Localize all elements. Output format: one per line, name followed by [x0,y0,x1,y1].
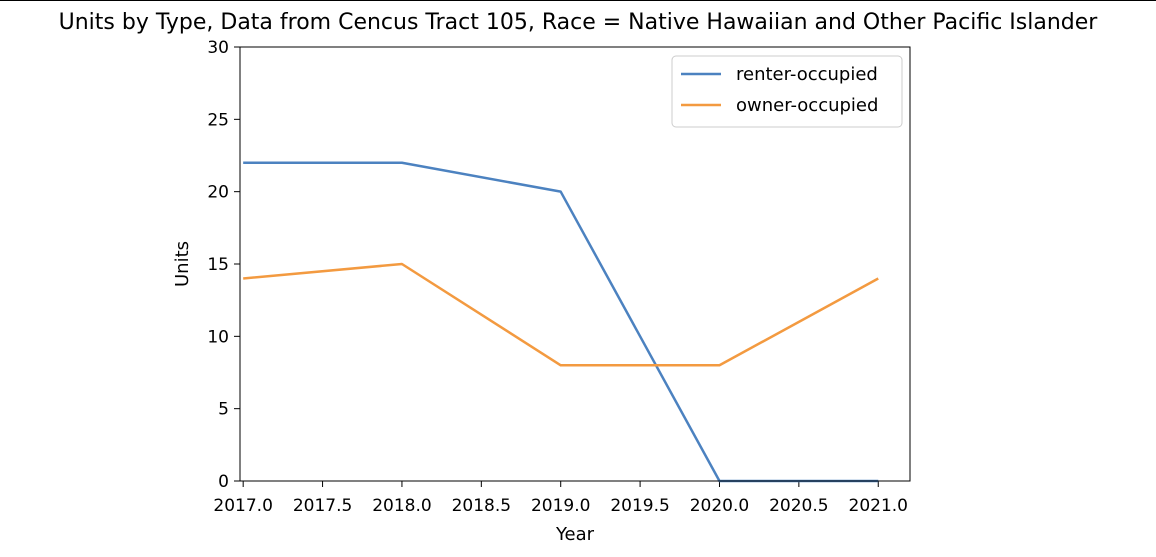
y-axis-label: Units [172,241,193,287]
y-tick-label: 30 [207,38,229,58]
x-tick-label: 2019.5 [610,496,669,516]
series-line-renter-occupied [243,161,879,483]
y-tick-label: 10 [207,327,229,347]
y-tick-label: 20 [207,183,229,203]
legend-label-owner-occupied: owner-occupied [736,95,878,116]
plot-frame [239,46,911,482]
legend-label-renter-occupied: renter-occupied [736,64,878,85]
x-tick-label: 2017.5 [293,496,352,516]
y-tick-label: 5 [218,400,229,420]
series-line-owner-occupied [243,262,879,367]
x-axis-label: Year [555,524,595,545]
axis-ticks: 2017.0 2017.5 2018.0 2018.5 2019.0 2019.5 2020… [207,38,908,516]
top-border [0,0,1156,1]
y-tick-label: 0 [218,472,229,492]
x-tick-label: 2020.0 [690,496,749,516]
x-tick-label: 2019.0 [531,496,590,516]
series-lines [243,161,879,483]
x-tick-label: 2018.0 [372,496,431,516]
legend-box [671,55,903,128]
chart-title: Units by Type, Data from Cencus Tract 10… [58,10,1098,35]
x-tick-label: 2018.5 [452,496,511,516]
x-tick-label: 2017.0 [213,496,272,516]
legend: renter-occupied owner-occupied [671,55,903,128]
y-tick-label: 15 [207,255,229,275]
x-tick-label: 2020.5 [769,496,828,516]
x-tick-label: 2021.0 [849,496,908,516]
y-tick-label: 25 [207,110,229,130]
